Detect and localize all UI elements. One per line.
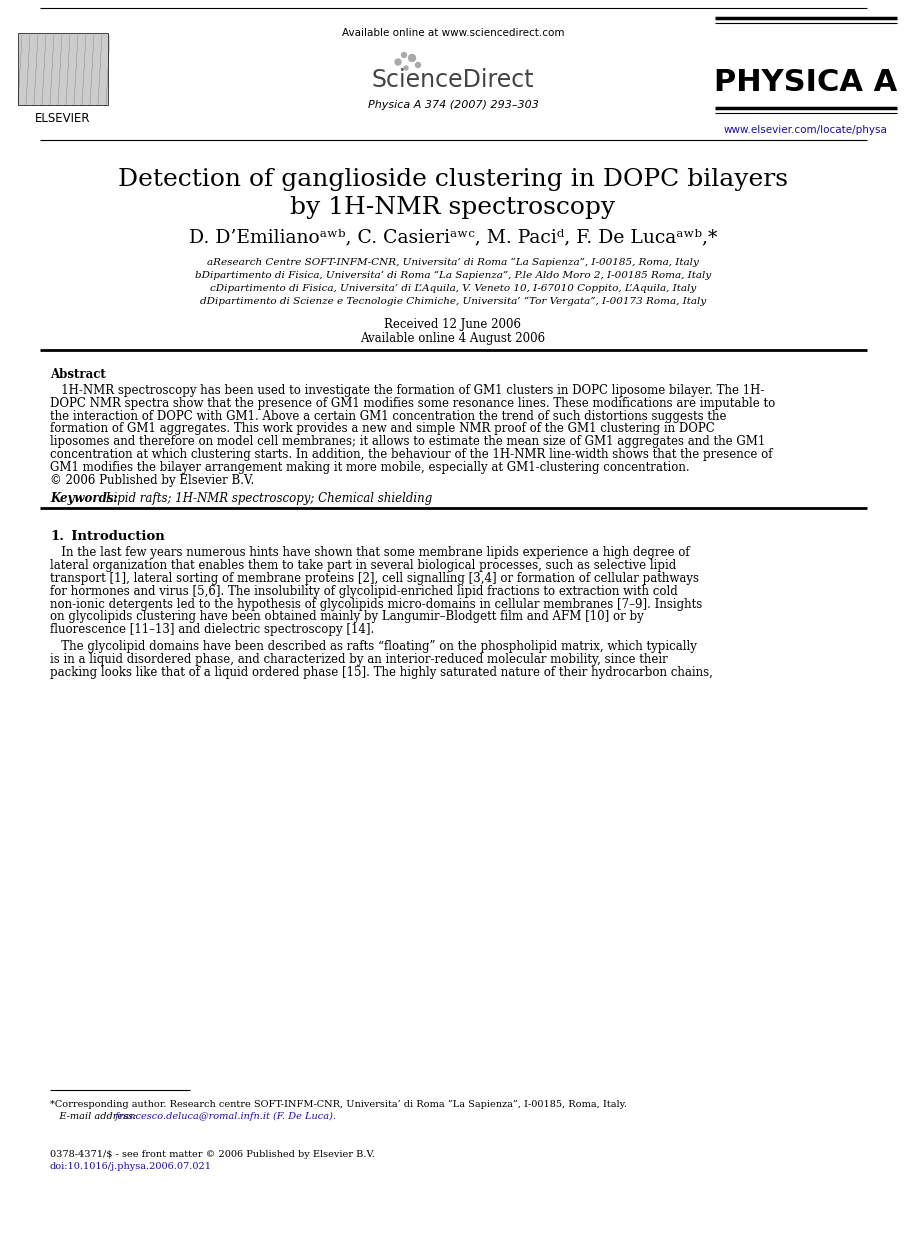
Text: aResearch Centre SOFT-INFM-CNR, Universita’ di Roma “La Sapienza”, I-00185, Roma: aResearch Centre SOFT-INFM-CNR, Universi… (207, 258, 699, 267)
Text: by 1H-NMR spectroscopy: by 1H-NMR spectroscopy (290, 196, 616, 219)
Text: Detection of ganglioside clustering in DOPC bilayers: Detection of ganglioside clustering in D… (118, 168, 788, 191)
Text: Introduction: Introduction (62, 530, 165, 543)
Text: Available online at www.sciencedirect.com: Available online at www.sciencedirect.co… (342, 28, 564, 38)
Text: on glycolipids clustering have been obtained mainly by Langumir–Blodgett film an: on glycolipids clustering have been obta… (50, 610, 644, 624)
Text: Available online 4 August 2006: Available online 4 August 2006 (360, 332, 546, 345)
Text: francesco.deluca@romal.infn.it (F. De Luca).: francesco.deluca@romal.infn.it (F. De Lu… (112, 1112, 336, 1122)
Bar (18, 33, 108, 105)
Text: Lipid rafts; 1H-NMR spectroscopy; Chemical shielding: Lipid rafts; 1H-NMR spectroscopy; Chemic… (102, 493, 433, 505)
Text: packing looks like that of a liquid ordered phase [15]. The highly saturated nat: packing looks like that of a liquid orde… (50, 666, 713, 678)
Text: 1.: 1. (50, 530, 64, 543)
Text: The glycolipid domains have been described as rafts “floating” on the phospholip: The glycolipid domains have been describ… (50, 640, 697, 652)
Text: Physica A 374 (2007) 293–303: Physica A 374 (2007) 293–303 (367, 100, 539, 110)
Text: cDipartimento di Fisica, Universita’ di L’Aquila, V. Veneto 10, I-67010 Coppito,: cDipartimento di Fisica, Universita’ di … (210, 284, 697, 293)
Text: doi:10.1016/j.physa.2006.07.021: doi:10.1016/j.physa.2006.07.021 (50, 1162, 212, 1171)
Text: PHYSICA A: PHYSICA A (715, 68, 898, 97)
Text: 0378-4371/$ - see front matter © 2006 Published by Elsevier B.V.: 0378-4371/$ - see front matter © 2006 Pu… (50, 1150, 375, 1159)
Text: D. D’Emilianoᵃʷᵇ, C. Casieriᵃʷᶜ, M. Paciᵈ, F. De Lucaᵃʷᵇ,*: D. D’Emilianoᵃʷᵇ, C. Casieriᵃʷᶜ, M. Paci… (189, 228, 717, 246)
Text: non-ionic detergents led to the hypothesis of glycolipids micro-domains in cellu: non-ionic detergents led to the hypothes… (50, 598, 702, 610)
Text: DOPC NMR spectra show that the presence of GM1 modifies some resonance lines. Th: DOPC NMR spectra show that the presence … (50, 397, 775, 410)
Text: is in a liquid disordered phase, and characterized by an interior-reduced molecu: is in a liquid disordered phase, and cha… (50, 652, 668, 666)
Text: dDipartimento di Scienze e Tecnologie Chimiche, Universita’ “Tor Vergata”, I-001: dDipartimento di Scienze e Tecnologie Ch… (200, 297, 707, 306)
Text: *Corresponding author. Research centre SOFT-INFM-CNR, Universita’ di Roma “La Sa: *Corresponding author. Research centre S… (50, 1101, 627, 1109)
Text: E-mail address:: E-mail address: (50, 1112, 136, 1120)
Circle shape (408, 54, 415, 62)
Text: fluorescence [11–13] and dielectric spectroscopy [14].: fluorescence [11–13] and dielectric spec… (50, 623, 375, 636)
Text: concentration at which clustering starts. In addition, the behaviour of the 1H-N: concentration at which clustering starts… (50, 448, 773, 461)
Text: liposomes and therefore on model cell membranes; it allows to estimate the mean : liposomes and therefore on model cell me… (50, 436, 766, 448)
Circle shape (402, 52, 406, 57)
Text: Keywords:: Keywords: (50, 493, 118, 505)
Text: transport [1], lateral sorting of membrane proteins [2], cell signalling [3,4] o: transport [1], lateral sorting of membra… (50, 572, 699, 586)
Text: © 2006 Published by Elsevier B.V.: © 2006 Published by Elsevier B.V. (50, 474, 254, 487)
Text: 1H-NMR spectroscopy has been used to investigate the formation of GM1 clusters i: 1H-NMR spectroscopy has been used to inv… (50, 384, 765, 397)
Text: www.elsevier.com/locate/physa: www.elsevier.com/locate/physa (724, 125, 888, 135)
Text: Received 12 June 2006: Received 12 June 2006 (385, 318, 522, 331)
Text: for hormones and virus [5,6]. The insolubility of glycolipid-enriched lipid frac: for hormones and virus [5,6]. The insolu… (50, 584, 678, 598)
Text: ELSEVIER: ELSEVIER (35, 111, 91, 125)
Circle shape (415, 62, 421, 68)
Text: In the last few years numerous hints have shown that some membrane lipids experi: In the last few years numerous hints hav… (50, 546, 689, 560)
Circle shape (395, 59, 401, 66)
Text: GM1 modifies the bilayer arrangement making it more mobile, especially at GM1-cl: GM1 modifies the bilayer arrangement mak… (50, 461, 689, 474)
Text: Abstract: Abstract (50, 368, 106, 381)
Text: ScienceDirect: ScienceDirect (372, 68, 534, 92)
Circle shape (404, 66, 408, 71)
Text: lateral organization that enables them to take part in several biological proces: lateral organization that enables them t… (50, 560, 677, 572)
Text: formation of GM1 aggregates. This work provides a new and simple NMR proof of th: formation of GM1 aggregates. This work p… (50, 422, 715, 436)
Text: the interaction of DOPC with GM1. Above a certain GM1 concentration the trend of: the interaction of DOPC with GM1. Above … (50, 410, 727, 422)
Text: bDipartimento di Fisica, Universita’ di Roma “La Sapienza”, P.le Aldo Moro 2, I-: bDipartimento di Fisica, Universita’ di … (195, 271, 711, 280)
